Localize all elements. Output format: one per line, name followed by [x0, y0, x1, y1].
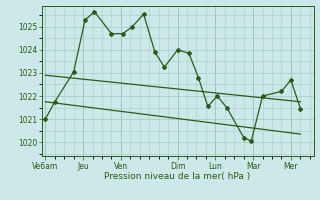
- X-axis label: Pression niveau de la mer( hPa ): Pression niveau de la mer( hPa ): [104, 172, 251, 181]
